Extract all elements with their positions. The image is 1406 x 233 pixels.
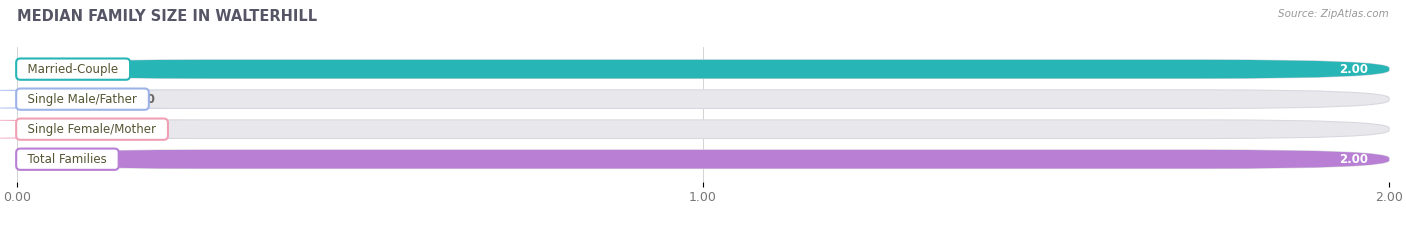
- Text: Total Families: Total Families: [20, 153, 114, 166]
- Text: 2.00: 2.00: [1340, 153, 1368, 166]
- FancyBboxPatch shape: [17, 120, 1389, 138]
- FancyBboxPatch shape: [17, 60, 1389, 79]
- Text: Single Female/Mother: Single Female/Mother: [20, 123, 165, 136]
- FancyBboxPatch shape: [0, 120, 202, 138]
- Text: 0.00: 0.00: [127, 93, 156, 106]
- FancyBboxPatch shape: [17, 60, 1389, 79]
- Text: MEDIAN FAMILY SIZE IN WALTERHILL: MEDIAN FAMILY SIZE IN WALTERHILL: [17, 9, 316, 24]
- Text: Single Male/Father: Single Male/Father: [20, 93, 145, 106]
- FancyBboxPatch shape: [0, 90, 202, 109]
- FancyBboxPatch shape: [17, 150, 1389, 168]
- Text: 0.00: 0.00: [127, 123, 156, 136]
- FancyBboxPatch shape: [17, 90, 1389, 109]
- FancyBboxPatch shape: [17, 150, 1389, 168]
- Text: Married-Couple: Married-Couple: [20, 63, 127, 76]
- Text: 2.00: 2.00: [1340, 63, 1368, 76]
- Text: Source: ZipAtlas.com: Source: ZipAtlas.com: [1278, 9, 1389, 19]
